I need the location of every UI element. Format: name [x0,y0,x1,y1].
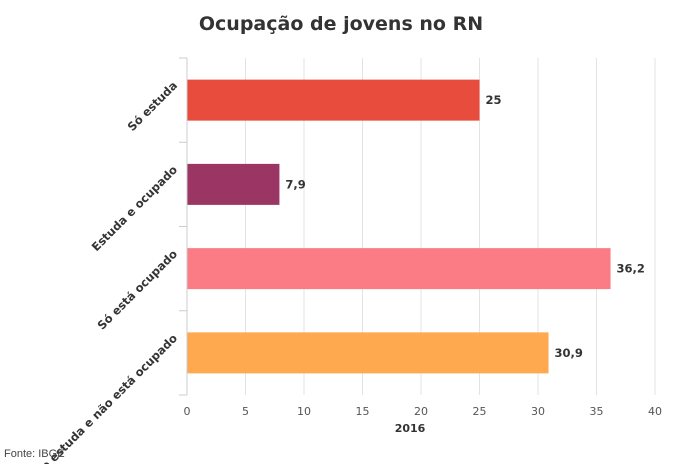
category-label: Estuda e ocupado [89,163,180,254]
bar [187,79,480,121]
chart-title: Ocupação de jovens no RN [199,13,483,35]
data-label: 7,9 [285,177,305,191]
bar [187,163,280,205]
x-tick-label: 30 [531,405,545,418]
x-tick-label: 5 [242,405,249,418]
x-tick-label: 25 [473,405,487,418]
source-note: Fonte: IBGE [4,448,65,460]
category-label: Só estuda [125,78,181,134]
data-label: 30,9 [555,346,583,360]
x-tick-label: 10 [297,405,311,418]
x-axis-title: 2016 [395,422,426,435]
x-tick-label: 15 [356,405,370,418]
bar [187,248,611,290]
x-tick-label: 40 [648,405,662,418]
x-tick-label: 0 [184,405,191,418]
bars: 25 7,9 36,2 30,9 [187,79,645,374]
category-label: Só está ocupado [94,247,180,333]
data-label: 25 [486,93,502,107]
bar [187,332,549,374]
x-tick-label: 35 [590,405,604,418]
x-tick-label: 20 [414,405,428,418]
category-label: Não estuda e não está ocupado [26,331,180,464]
data-label: 36,2 [617,262,645,276]
